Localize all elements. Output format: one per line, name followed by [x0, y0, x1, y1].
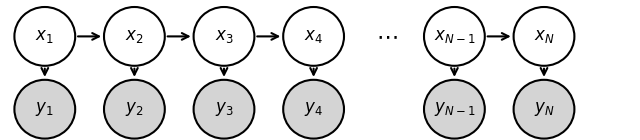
Ellipse shape	[15, 7, 76, 66]
Text: $x_3$: $x_3$	[214, 27, 234, 45]
Text: $y_2$: $y_2$	[125, 100, 143, 118]
Ellipse shape	[193, 80, 255, 139]
Ellipse shape	[104, 7, 165, 66]
Text: $x_2$: $x_2$	[125, 27, 143, 45]
Text: $y_4$: $y_4$	[304, 100, 323, 118]
Ellipse shape	[104, 80, 165, 139]
Text: $x_{N-1}$: $x_{N-1}$	[433, 27, 476, 45]
Ellipse shape	[424, 7, 485, 66]
Ellipse shape	[424, 80, 485, 139]
Text: $\cdots$: $\cdots$	[376, 26, 398, 46]
Ellipse shape	[193, 7, 255, 66]
Text: $y_N$: $y_N$	[534, 100, 554, 118]
Ellipse shape	[284, 80, 344, 139]
Ellipse shape	[514, 80, 575, 139]
Ellipse shape	[15, 80, 76, 139]
Text: $y_3$: $y_3$	[214, 100, 234, 118]
Text: $y_1$: $y_1$	[35, 100, 54, 118]
Text: $x_N$: $x_N$	[534, 27, 554, 45]
Ellipse shape	[284, 7, 344, 66]
Ellipse shape	[514, 7, 575, 66]
Text: $x_4$: $x_4$	[304, 27, 323, 45]
Text: $x_1$: $x_1$	[35, 27, 54, 45]
Text: $y_{N-1}$: $y_{N-1}$	[433, 100, 476, 118]
